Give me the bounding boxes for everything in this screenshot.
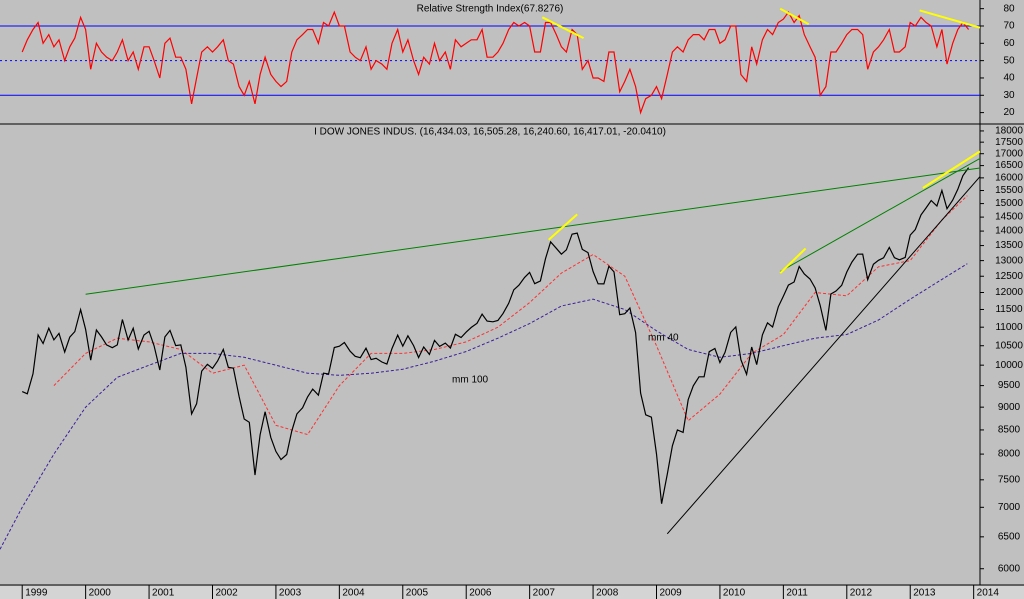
y-tick-label: 17500 — [995, 137, 1023, 148]
y-tick-label: 10000 — [995, 360, 1023, 371]
x-tick-label: 2008 — [596, 588, 619, 599]
y-tick-label: 14000 — [995, 226, 1023, 237]
trendline — [922, 150, 980, 189]
y-tick-label: 50 — [1003, 55, 1015, 66]
y-tick-label: 7000 — [998, 502, 1021, 513]
moving-average — [53, 195, 968, 436]
y-tick-label: 13000 — [995, 255, 1023, 266]
x-tick-label: 2013 — [913, 588, 936, 599]
x-tick-label: 2002 — [215, 588, 238, 599]
trendline — [919, 9, 980, 29]
y-tick-label: 12500 — [995, 271, 1023, 282]
x-tick-label: 2012 — [850, 588, 873, 599]
y-tick-label: 40 — [1003, 73, 1015, 84]
rsi-title: Relative Strength Index(67.8276) — [417, 4, 564, 15]
y-tick-label: 30 — [1003, 90, 1015, 101]
series-line — [21, 167, 970, 504]
x-tick-label: 2009 — [660, 588, 683, 599]
x-tick-label: 2001 — [152, 588, 175, 599]
y-tick-label: 13500 — [995, 240, 1023, 251]
x-tick-label: 2014 — [977, 588, 1000, 599]
y-tick-label: 8500 — [998, 425, 1021, 436]
x-tick-label: 2004 — [342, 588, 365, 599]
moving-average — [0, 263, 968, 550]
y-tick-label: 14500 — [995, 212, 1023, 223]
trendline — [548, 213, 578, 241]
x-tick-label: 2005 — [406, 588, 429, 599]
y-tick-label: 20 — [1003, 107, 1015, 118]
trendline — [779, 7, 810, 26]
series-line — [21, 10, 970, 115]
x-tick-label: 2010 — [723, 588, 746, 599]
y-tick-label: 16500 — [995, 160, 1023, 171]
x-axis-band — [0, 586, 1024, 599]
y-tick-label: 15000 — [995, 198, 1023, 209]
x-tick-label: 2003 — [279, 588, 302, 599]
trendline — [779, 157, 980, 272]
moving-average-label: mm 100 — [452, 375, 489, 386]
y-tick-label: 11000 — [995, 322, 1023, 333]
y-tick-label: 15500 — [995, 185, 1023, 196]
y-tick-label: 7500 — [998, 474, 1021, 485]
price-title: I DOW JONES INDUS. (16,434.03, 16,505.28… — [314, 127, 666, 138]
y-tick-label: 6500 — [998, 531, 1021, 542]
y-tick-label: 16000 — [995, 173, 1023, 184]
trendline — [779, 247, 807, 274]
y-tick-label: 6000 — [998, 563, 1021, 574]
x-tick-label: 2006 — [469, 588, 492, 599]
y-tick-label: 70 — [1003, 21, 1015, 32]
x-tick-label: 1999 — [25, 588, 48, 599]
y-tick-label: 10500 — [995, 340, 1023, 351]
trendline — [666, 176, 980, 535]
y-tick-label: 8000 — [998, 449, 1021, 460]
y-tick-label: 17000 — [995, 148, 1023, 159]
x-tick-label: 2007 — [533, 588, 556, 599]
x-tick-label: 2011 — [786, 588, 808, 599]
y-tick-label: 18000 — [995, 126, 1023, 137]
y-tick-label: 9000 — [998, 402, 1021, 413]
plot-area — [0, 7, 980, 550]
y-tick-label: 80 — [1003, 3, 1015, 14]
moving-average-label: mm 40 — [648, 333, 679, 344]
y-tick-label: 60 — [1003, 38, 1015, 49]
y-tick-label: 11500 — [995, 304, 1023, 315]
y-tick-label: 12000 — [995, 287, 1023, 298]
x-tick-label: 2000 — [89, 588, 112, 599]
y-tick-label: 9500 — [998, 380, 1021, 391]
trendline — [541, 16, 585, 39]
trendline — [85, 167, 980, 295]
